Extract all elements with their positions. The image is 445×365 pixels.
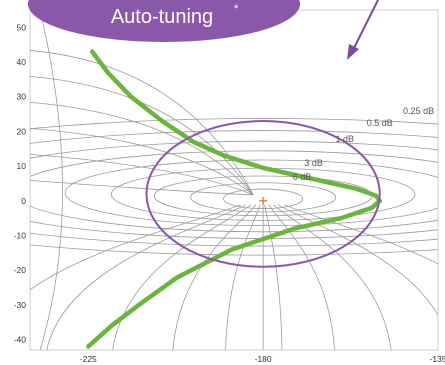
y-tick-label: 20	[17, 126, 27, 136]
y-tick-label: -30	[14, 300, 27, 310]
x-tick-label: -135	[429, 354, 445, 364]
grid-sweep-line	[30, 102, 254, 196]
auto-tuning-callout: Auto-tuning *	[28, 0, 300, 42]
grid-phase-curve	[283, 204, 438, 265]
y-tick-label: 0	[21, 196, 26, 206]
contour-label: 3 dB	[304, 158, 323, 168]
grid-phase-curve	[30, 204, 241, 291]
y-tick-label: -40	[14, 335, 27, 345]
annotation-layer: 0.25 dB 0.5 dB 1 dB 3 dB 6 dB	[145, 106, 434, 268]
grid-phase-curve	[46, 204, 247, 350]
x-tick-label: -225	[80, 354, 97, 364]
grid-phase-curve	[172, 204, 257, 350]
critical-point-marker	[259, 196, 268, 205]
response-curve	[86, 49, 382, 349]
grid-sweep-line	[30, 76, 254, 196]
contour-label: 1 dB	[335, 134, 354, 144]
contour-label: 0.25 dB	[403, 106, 434, 116]
callout-marker: *	[234, 3, 239, 15]
grid-sweep-line	[30, 179, 254, 196]
grid-sweep-line	[30, 50, 254, 196]
axes: 50 40 30 20 10 0 -10 -20 -30 -40 -225 -180 -135	[14, 22, 445, 364]
highlight-ellipse	[145, 120, 381, 268]
callout-bubble	[28, 0, 300, 42]
pointer-arrow	[347, 0, 379, 60]
grid-sweep-line	[30, 128, 254, 196]
grid-sweep-line	[30, 154, 254, 196]
contour-label: 6 dB	[293, 172, 312, 182]
y-tick-label: 40	[17, 57, 27, 67]
grid-phase-curve	[112, 204, 252, 350]
nichols-grid	[30, 10, 438, 350]
grid-phase-curve	[273, 204, 392, 350]
grid-phase-curve	[277, 204, 438, 317]
y-tick-label: 50	[17, 22, 27, 32]
y-tick-label: -10	[14, 231, 27, 241]
plot-area	[29, 9, 439, 351]
grid-edge-arc	[39, 10, 63, 350]
plot-frame	[29, 9, 439, 351]
grid-phase-curve	[268, 204, 336, 350]
y-tick-label: 10	[17, 161, 27, 171]
series-layer	[86, 49, 382, 349]
grid-phase-curve	[225, 204, 261, 350]
y-tick-label: -20	[14, 265, 27, 275]
x-tick-label: -180	[255, 354, 272, 364]
y-tick-label: 30	[17, 92, 27, 102]
grid-phase-curve	[264, 204, 283, 350]
callout-label: Auto-tuning	[111, 6, 213, 28]
contour-label: 0.5 dB	[367, 118, 393, 128]
